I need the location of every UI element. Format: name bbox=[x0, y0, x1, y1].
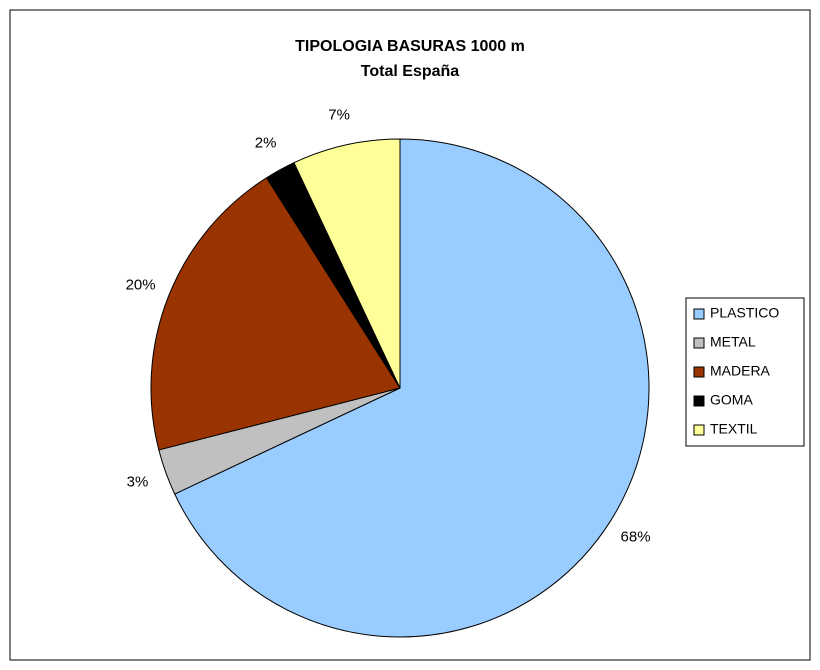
legend-box bbox=[685, 297, 805, 447]
slice-label: 7% bbox=[328, 107, 350, 124]
legend-swatch bbox=[693, 337, 705, 349]
slice-label: 2% bbox=[255, 134, 277, 151]
pie-slice bbox=[174, 138, 650, 638]
pie-slice bbox=[293, 138, 401, 389]
slice-label: 68% bbox=[621, 528, 651, 545]
slice-label: 20% bbox=[126, 276, 156, 293]
legend-label: MADERA bbox=[710, 363, 771, 379]
legend-swatch bbox=[693, 308, 705, 320]
chart-title: TIPOLOGIA BASURAS 1000 m bbox=[295, 38, 525, 55]
legend-label: PLASTICO bbox=[710, 305, 779, 321]
legend-label: GOMA bbox=[710, 392, 753, 408]
pie-slice bbox=[150, 177, 401, 451]
slice-label: 3% bbox=[127, 473, 149, 490]
legend-swatch bbox=[693, 424, 705, 436]
legend-swatch bbox=[693, 395, 705, 407]
legend-label: METAL bbox=[710, 334, 756, 350]
legend-label: TEXTIL bbox=[710, 421, 758, 437]
legend-swatch bbox=[693, 366, 705, 378]
chart-subtitle: Total España bbox=[361, 63, 459, 80]
